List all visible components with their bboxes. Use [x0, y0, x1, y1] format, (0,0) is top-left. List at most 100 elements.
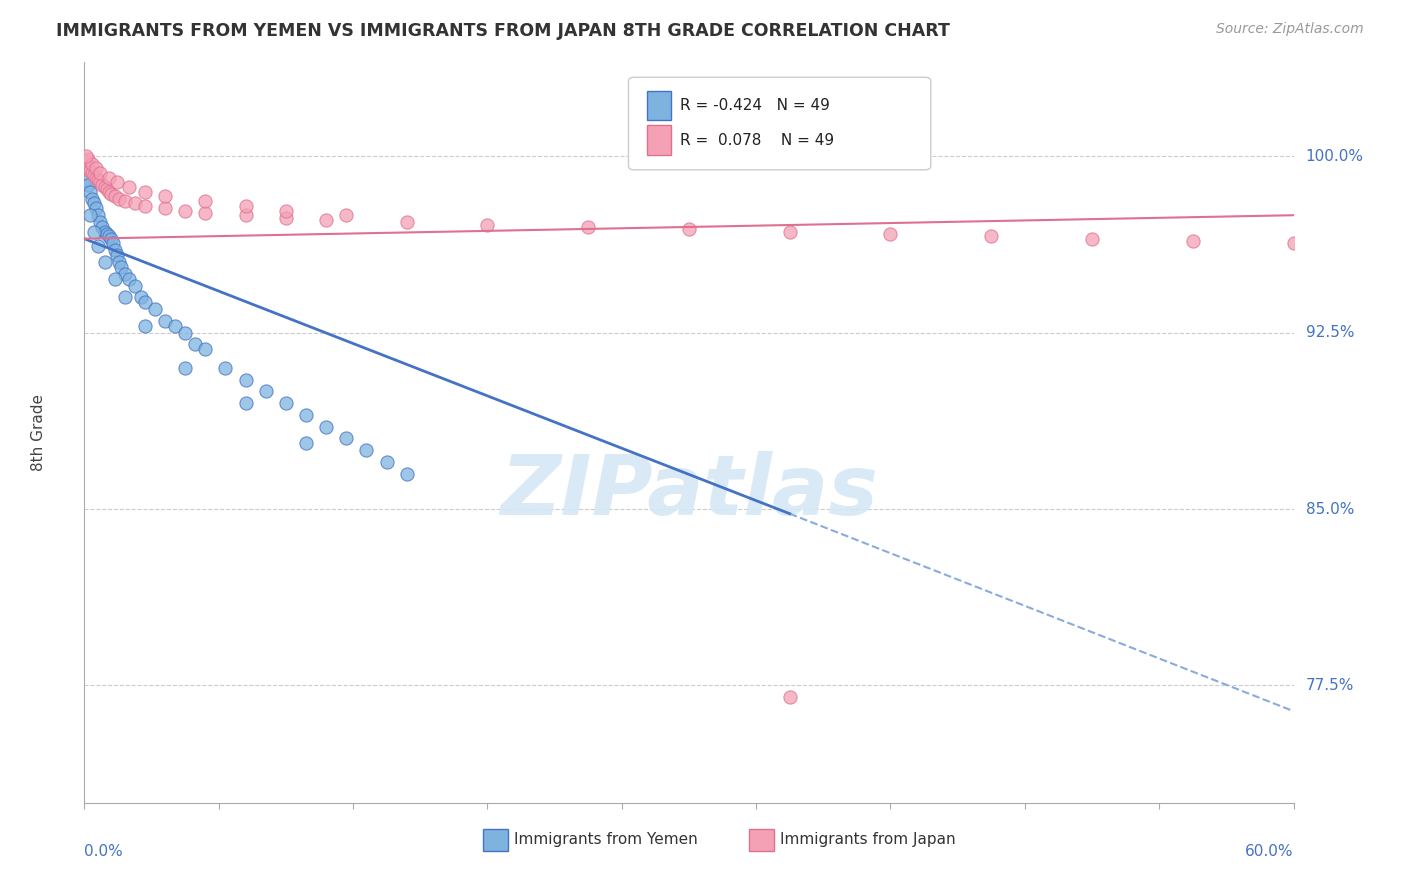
Point	[254, 384, 277, 399]
Point	[86, 161, 108, 176]
Point	[105, 175, 128, 189]
Point	[93, 180, 115, 194]
Point	[86, 170, 108, 185]
Point	[1081, 232, 1104, 246]
FancyBboxPatch shape	[484, 829, 508, 851]
Point	[104, 271, 127, 285]
Point	[114, 194, 136, 208]
Point	[96, 182, 118, 196]
Point	[194, 194, 217, 208]
Point	[274, 396, 297, 410]
Point	[118, 271, 141, 285]
Text: IMMIGRANTS FROM YEMEN VS IMMIGRANTS FROM JAPAN 8TH GRADE CORRELATION CHART: IMMIGRANTS FROM YEMEN VS IMMIGRANTS FROM…	[56, 22, 950, 40]
Point	[214, 361, 236, 376]
Point	[93, 225, 115, 239]
Point	[82, 156, 104, 170]
Point	[124, 278, 146, 293]
Point	[235, 199, 257, 213]
Point	[295, 436, 318, 450]
Point	[97, 229, 120, 244]
Point	[75, 149, 97, 163]
Text: 77.5%: 77.5%	[1306, 678, 1354, 693]
Point	[114, 290, 136, 304]
Point	[77, 159, 100, 173]
Point	[153, 201, 176, 215]
Point	[110, 260, 132, 274]
Point	[101, 236, 124, 251]
Point	[356, 443, 378, 458]
Point	[134, 199, 156, 213]
Point	[82, 192, 104, 206]
Text: 0.0%: 0.0%	[84, 844, 124, 858]
Point	[174, 326, 197, 340]
Text: Immigrants from Yemen: Immigrants from Yemen	[513, 832, 697, 847]
Point	[104, 244, 127, 258]
Point	[779, 690, 801, 704]
Point	[86, 201, 108, 215]
Point	[165, 318, 187, 333]
Text: 85.0%: 85.0%	[1306, 501, 1354, 516]
Point	[83, 196, 105, 211]
Point	[89, 166, 111, 180]
Point	[79, 185, 101, 199]
Point	[1181, 234, 1204, 248]
FancyBboxPatch shape	[647, 126, 671, 155]
Point	[96, 227, 118, 241]
Point	[93, 255, 115, 269]
Point	[477, 218, 499, 232]
Point	[97, 170, 120, 185]
Text: 8th Grade: 8th Grade	[31, 394, 46, 471]
Point	[100, 232, 122, 246]
Point	[114, 267, 136, 281]
FancyBboxPatch shape	[628, 78, 931, 169]
Text: R =  0.078    N = 49: R = 0.078 N = 49	[681, 133, 835, 148]
Point	[79, 208, 101, 222]
Point	[89, 215, 111, 229]
Point	[1282, 236, 1305, 251]
Point	[87, 173, 110, 187]
Point	[124, 196, 146, 211]
Point	[395, 467, 418, 481]
Point	[87, 208, 110, 222]
Point	[153, 189, 176, 203]
Text: Immigrants from Japan: Immigrants from Japan	[780, 832, 955, 847]
Point	[129, 290, 152, 304]
Point	[980, 229, 1002, 244]
Point	[75, 154, 97, 169]
Point	[104, 189, 127, 203]
Point	[83, 225, 105, 239]
Point	[87, 239, 110, 253]
Text: 100.0%: 100.0%	[1306, 149, 1364, 164]
Point	[174, 203, 197, 218]
Point	[335, 432, 357, 446]
Point	[779, 225, 801, 239]
Point	[295, 408, 318, 422]
Text: R = -0.424   N = 49: R = -0.424 N = 49	[681, 98, 831, 113]
Point	[107, 192, 129, 206]
Point	[77, 152, 100, 166]
Point	[77, 178, 100, 192]
Point	[79, 163, 101, 178]
Point	[879, 227, 901, 241]
Point	[82, 166, 104, 180]
Point	[678, 222, 700, 236]
Point	[91, 219, 114, 234]
Text: 60.0%: 60.0%	[1246, 844, 1294, 858]
Point	[153, 314, 176, 328]
Point	[274, 203, 297, 218]
Point	[375, 455, 398, 469]
Point	[118, 180, 141, 194]
Point	[83, 168, 105, 182]
Point	[174, 361, 197, 376]
Point	[107, 255, 129, 269]
Point	[235, 373, 257, 387]
Point	[134, 185, 156, 199]
Point	[235, 396, 257, 410]
Text: Source: ZipAtlas.com: Source: ZipAtlas.com	[1216, 22, 1364, 37]
Point	[143, 302, 166, 317]
Point	[105, 248, 128, 262]
Point	[134, 318, 156, 333]
Point	[274, 211, 297, 225]
Point	[75, 173, 97, 187]
Point	[315, 213, 337, 227]
